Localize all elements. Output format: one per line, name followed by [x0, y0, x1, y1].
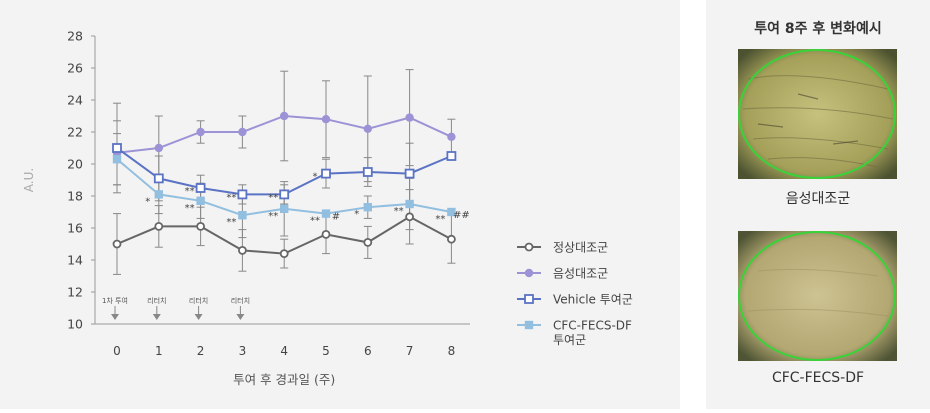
legend-label-1: 음성대조군 [553, 267, 608, 281]
data-point-2 [112, 143, 122, 153]
dose-marker-arrow-head [236, 314, 245, 320]
data-point-3 [154, 190, 163, 199]
data-point-2 [153, 173, 164, 184]
data-point-1 [196, 127, 205, 137]
significance-upper: ** [268, 192, 278, 203]
legend-marker-3 [524, 320, 534, 330]
significance-lower: ** [310, 216, 320, 227]
dose-marker-arrow-head [194, 314, 203, 320]
data-point-2 [321, 168, 331, 179]
data-point-1 [363, 124, 372, 133]
data-point-3 [280, 204, 289, 213]
data-point-3 [405, 199, 414, 209]
legend-label-0: 정상대조군 [553, 241, 608, 255]
y-tick-label: 14 [67, 253, 83, 268]
data-point-1 [280, 111, 289, 121]
data-point-2 [446, 151, 457, 161]
negative-control-skin-image [738, 49, 897, 179]
legend-label-2: Vehicle 투여군 [553, 293, 633, 307]
significance-lower: ** [226, 217, 236, 228]
treated-skin-image [738, 231, 897, 361]
data-point-2 [279, 189, 290, 200]
y-tick-label: 28 [67, 29, 83, 44]
data-point-1 [405, 113, 414, 122]
x-tick-label: 3 [239, 344, 247, 358]
example-panel: 투여 8주 후 변화예시 음성대조군 [706, 0, 930, 409]
y-tick-label: 12 [67, 285, 83, 300]
y-tick-label: 18 [67, 189, 83, 204]
x-tick-label: 8 [448, 344, 456, 358]
data-point-1 [154, 143, 163, 153]
data-point-0 [363, 237, 373, 247]
legend-marker-0 [524, 242, 534, 252]
x-tick-label: 4 [280, 344, 288, 358]
data-point-3 [363, 203, 372, 212]
significance-lower: ** [394, 206, 404, 217]
data-point-2 [195, 183, 206, 193]
dose-marker-label: 리터치 [147, 296, 166, 305]
x-axis-title: 투여 후 경과일 (주) [233, 372, 335, 387]
x-tick-label: 5 [322, 344, 330, 358]
significance-lower: ** [268, 211, 278, 222]
example-panel-title: 투여 8주 후 변화예시 [754, 21, 882, 37]
data-point-0 [154, 221, 164, 231]
x-tick-label: 2 [197, 344, 205, 358]
significance-lower: * [354, 209, 359, 220]
data-point-3 [238, 211, 247, 220]
x-tick-label: 7 [406, 344, 414, 358]
data-point-1 [447, 132, 456, 141]
dose-marker-label: 1차 투여 [102, 296, 128, 305]
significance-lower: ** [185, 203, 195, 214]
x-tick-label: 0 [113, 344, 121, 358]
data-point-0 [112, 239, 122, 249]
data-point-0 [237, 245, 247, 255]
data-point-0 [279, 249, 289, 259]
significance-upper: ** [226, 192, 236, 203]
y-tick-label: 16 [67, 221, 83, 236]
data-point-0 [321, 229, 331, 239]
data-point-1 [321, 115, 331, 124]
data-point-1 [238, 127, 247, 137]
data-point-3 [196, 196, 205, 205]
significance-upper: ** [185, 186, 195, 197]
legend-marker-1 [524, 268, 534, 278]
y-tick-label: 26 [67, 61, 83, 76]
data-point-3 [321, 209, 331, 218]
significance-hash: ## [453, 210, 470, 221]
skin-photo-1 [738, 49, 897, 179]
y-tick-label: 10 [67, 317, 83, 332]
dose-marker-label: 리터치 [189, 296, 208, 305]
dose-marker-arrow-head [111, 314, 119, 320]
y-axis-title: A.U. [22, 168, 36, 192]
significance-lower: ** [435, 214, 445, 225]
example-caption-2: CFC-FECS-DF [771, 370, 865, 386]
y-tick-label: 20 [67, 157, 83, 172]
data-point-0 [446, 234, 456, 244]
skin-photo-2 [738, 231, 897, 361]
data-point-0 [405, 212, 415, 222]
chart-panel: 10 12 14 16 18 20 22 24 26 28 0 1 2 3 4 5 6 7 8 투여 후 경과일 (주… [0, 0, 680, 409]
data-point-3 [112, 155, 122, 164]
dose-marker-arrow-head [152, 314, 161, 320]
example-caption-1: 음성대조군 [785, 191, 851, 207]
dose-marker-label: 리터치 [231, 296, 250, 305]
legend-label-3-line1: CFC-FECS-DF [553, 319, 632, 333]
legend-label-3-line2: 투여군 [553, 333, 586, 347]
y-tick-label: 24 [67, 93, 83, 108]
data-point-3 [447, 207, 456, 217]
significance-hash: # [332, 212, 340, 223]
significance-upper: * [313, 172, 318, 183]
data-point-2 [362, 167, 373, 177]
data-point-2 [237, 189, 248, 200]
data-point-0 [196, 221, 206, 231]
x-tick-label: 1 [155, 344, 163, 358]
y-tick-label: 22 [67, 125, 83, 140]
x-tick-label: 6 [364, 344, 372, 358]
data-point-2 [404, 168, 415, 179]
legend-marker-2 [524, 294, 534, 304]
significance-lower: * [145, 196, 150, 207]
